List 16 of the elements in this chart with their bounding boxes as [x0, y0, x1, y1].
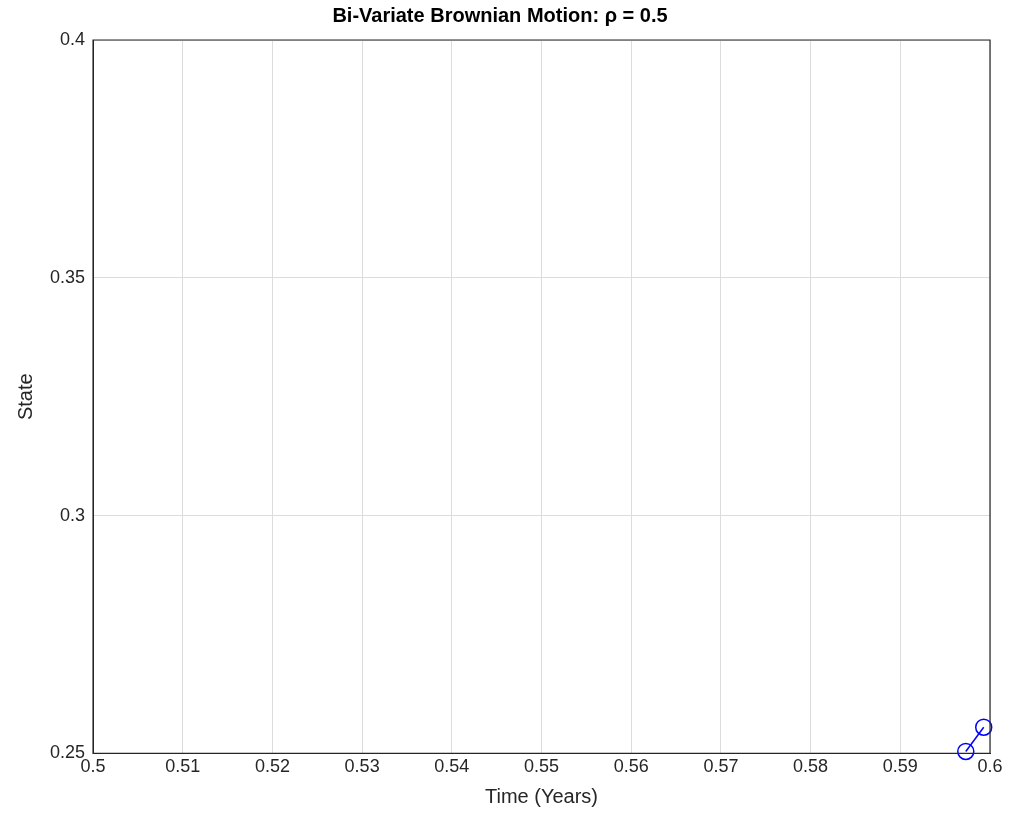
x-tick-label: 0.54: [434, 756, 470, 777]
y-tick-label: 0.3: [60, 504, 86, 525]
x-tick-label: 0.56: [613, 756, 649, 777]
x-tick-label: 0.58: [793, 756, 829, 777]
x-tick-label: 0.59: [882, 756, 918, 777]
x-tick-label: 0.57: [703, 756, 739, 777]
y-tick-label: 0.4: [60, 28, 86, 49]
y-axis-title: State: [13, 373, 36, 421]
x-axis-title: Time (Years): [485, 784, 599, 807]
x-tick-label: 0.53: [344, 756, 380, 777]
x-tick-label: 0.55: [523, 756, 560, 777]
chart-title: Bi-Variate Brownian Motion: ρ = 0.5: [332, 3, 668, 26]
x-tick-label: 0.51: [165, 756, 201, 777]
y-tick-label: 0.35: [49, 266, 86, 287]
x-tick-label: 0.6: [977, 756, 1003, 777]
x-tick-label: 0.52: [254, 756, 290, 777]
